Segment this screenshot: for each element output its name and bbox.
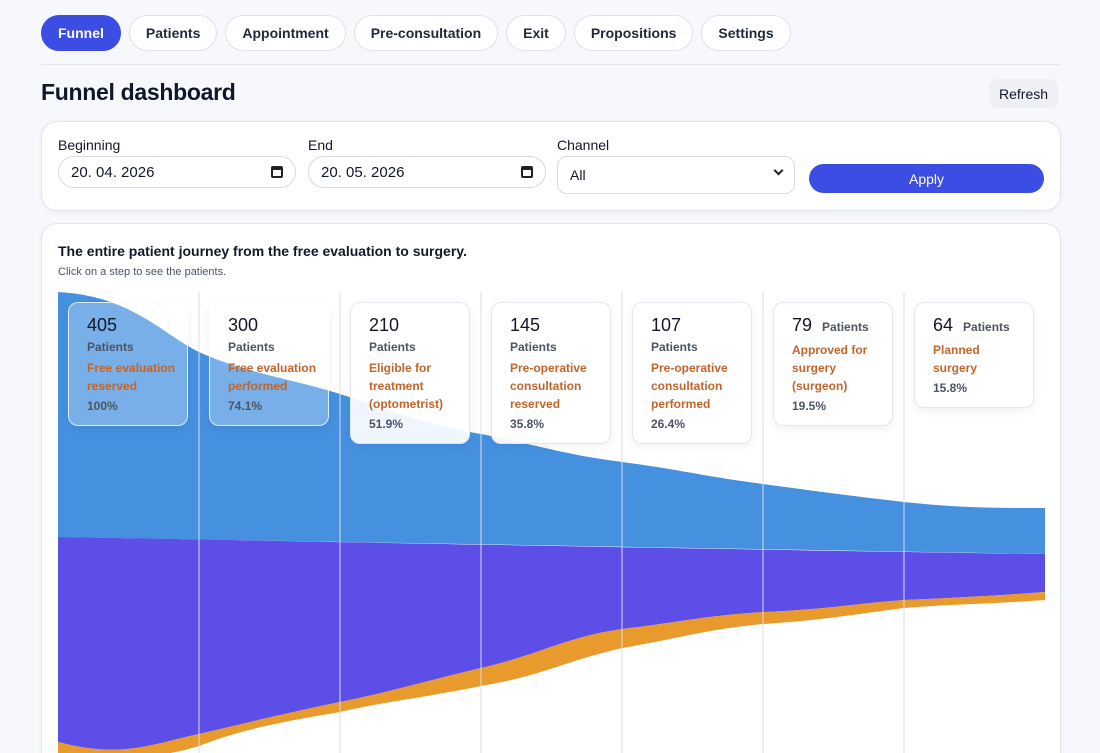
step-label: Free evaluation performed — [228, 361, 317, 393]
step-count: 79 — [792, 315, 813, 335]
funnel-step-2[interactable]: 300 Patients Free evaluation performed 7… — [209, 302, 329, 426]
funnel-step-7[interactable]: 64 Patients Planned surgery 15.8% — [914, 302, 1034, 408]
apply-button[interactable]: Apply — [809, 164, 1044, 193]
step-patients-label: Patients — [369, 340, 416, 354]
step-label: Planned surgery — [933, 343, 980, 375]
funnel-step-6[interactable]: 79 Patients Approved for surgery (surgeo… — [773, 302, 893, 426]
beginning-date-value: 20. 04. 2026 — [71, 163, 155, 181]
channel-label: Channel — [557, 137, 610, 153]
step-percentage: 100% — [87, 399, 118, 413]
end-date-input[interactable]: 20. 05. 2026 — [308, 156, 546, 188]
step-count: 107 — [651, 315, 682, 335]
funnel-step-5[interactable]: 107 Patients Pre-operative consultation … — [632, 302, 752, 444]
funnel-step-1[interactable]: 405 Patients Free evaluation reserved 10… — [68, 302, 188, 426]
step-label: Eligible for treatment (optometrist) — [369, 361, 443, 411]
header-divider — [41, 64, 1061, 65]
end-label: End — [308, 137, 333, 153]
funnel-band-blue — [58, 292, 1045, 554]
tab-patients[interactable]: Patients — [128, 15, 218, 51]
beginning-date-input[interactable]: 20. 04. 2026 — [58, 156, 296, 188]
tab-funnel[interactable]: Funnel — [41, 15, 121, 51]
page-title: Funnel dashboard — [41, 79, 236, 105]
step-label: Pre-operative consultation reserved — [510, 361, 587, 411]
step-count: 64 — [933, 315, 954, 335]
funnel-step-4[interactable]: 145 Patients Pre-operative consultation … — [491, 302, 611, 444]
step-patients-label: Patients — [87, 340, 134, 354]
tab-settings[interactable]: Settings — [701, 15, 791, 51]
channel-select[interactable]: All — [557, 156, 795, 194]
step-patients-label: Patients — [963, 320, 1010, 334]
step-percentage: 74.1% — [228, 399, 263, 413]
step-patients-label: Patients — [510, 340, 557, 354]
filter-card: Beginning 20. 04. 2026 End 20. 05. 2026 … — [41, 121, 1061, 211]
funnel-chart — [58, 292, 1045, 753]
end-date-value: 20. 05. 2026 — [321, 163, 405, 181]
step-patients-label: Patients — [651, 340, 698, 354]
calendar-icon[interactable] — [521, 166, 533, 178]
step-percentage: 15.8% — [933, 381, 968, 395]
step-label: Free evaluation reserved — [87, 361, 176, 393]
step-count: 210 — [369, 315, 400, 335]
funnel-band-orange — [58, 592, 1045, 753]
funnel-step-3[interactable]: 210 Patients Eligible for treatment (opt… — [350, 302, 470, 444]
step-percentage: 51.9% — [369, 417, 404, 431]
main-tabs: Funnel Patients Appointment Pre-consulta… — [41, 15, 791, 51]
step-count: 300 — [228, 315, 259, 335]
step-percentage: 26.4% — [651, 417, 686, 431]
step-count: 145 — [510, 315, 541, 335]
tab-propositions[interactable]: Propositions — [573, 15, 694, 51]
channel-select-value: All — [570, 167, 586, 183]
step-percentage: 19.5% — [792, 399, 827, 413]
step-label: Approved for surgery (surgeon) — [792, 343, 868, 393]
step-patients-label: Patients — [822, 320, 869, 334]
funnel-band-purple — [58, 537, 1045, 750]
tab-exit[interactable]: Exit — [506, 15, 566, 51]
tab-pre-consultation[interactable]: Pre-consultation — [353, 15, 499, 51]
step-patients-label: Patients — [228, 340, 275, 354]
calendar-icon[interactable] — [271, 166, 283, 178]
chart-subtitle: Click on a step to see the patients. — [58, 266, 227, 278]
step-count: 405 — [87, 315, 118, 335]
refresh-button[interactable]: Refresh — [989, 79, 1059, 108]
tab-appointment[interactable]: Appointment — [225, 15, 346, 51]
step-label: Pre-operative consultation performed — [651, 361, 728, 411]
funnel-chart-card: The entire patient journey from the free… — [41, 223, 1061, 753]
step-percentage: 35.8% — [510, 417, 545, 431]
chart-title: The entire patient journey from the free… — [58, 243, 467, 259]
beginning-label: Beginning — [58, 137, 121, 153]
chevron-down-icon — [773, 165, 784, 176]
